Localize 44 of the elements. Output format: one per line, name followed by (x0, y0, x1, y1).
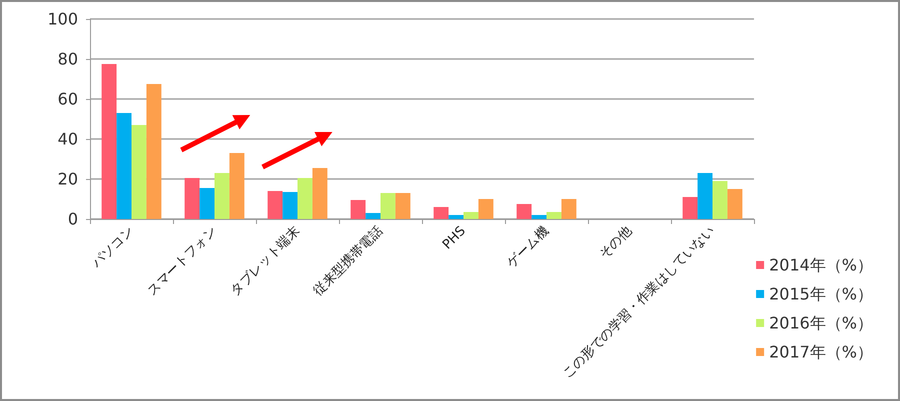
legend-label: 2016年（%） (769, 314, 873, 332)
legend-label: 2017年（%） (769, 342, 873, 362)
bar (268, 191, 283, 219)
bar (229, 153, 244, 219)
bar (380, 193, 396, 219)
bar (282, 192, 298, 219)
bar (298, 178, 312, 219)
bar (366, 213, 380, 219)
bar (350, 200, 366, 219)
x-tick-label: タブレット端末 (228, 224, 303, 299)
bar (516, 204, 532, 219)
bar (448, 215, 464, 219)
y-tick-label: 20 (58, 170, 78, 188)
legend-label: 2015年（%） (769, 284, 873, 304)
x-tick-label: 従来型携帯電話 (310, 224, 386, 299)
bar (727, 189, 742, 219)
bar (214, 173, 230, 219)
bar (434, 207, 449, 219)
y-tick-label: 40 (58, 130, 78, 148)
bar (464, 212, 478, 219)
x-tick-label: その他 (596, 224, 635, 262)
bar (698, 173, 712, 219)
bar (682, 197, 698, 219)
y-tick-label: 100 (47, 10, 78, 28)
bar (561, 199, 576, 219)
bar (478, 199, 494, 219)
bar (132, 125, 146, 219)
bar (546, 212, 562, 219)
bar (532, 215, 546, 219)
y-tick-label: 0 (68, 210, 78, 228)
y-tick-label: 80 (58, 50, 78, 68)
bar (395, 193, 410, 219)
x-tick-label: ゲーム機 (504, 224, 552, 272)
bar (102, 64, 117, 219)
x-tick-label: スマートフォン (144, 224, 220, 299)
bar (146, 84, 162, 219)
bar (312, 168, 328, 219)
x-tick-label: パソコン (88, 224, 137, 272)
bar (200, 188, 214, 219)
y-tick-label: 60 (58, 90, 78, 108)
bar (184, 178, 200, 219)
bar (116, 113, 132, 219)
bar (712, 181, 728, 219)
legend-label: 2014年（%） (769, 256, 873, 274)
